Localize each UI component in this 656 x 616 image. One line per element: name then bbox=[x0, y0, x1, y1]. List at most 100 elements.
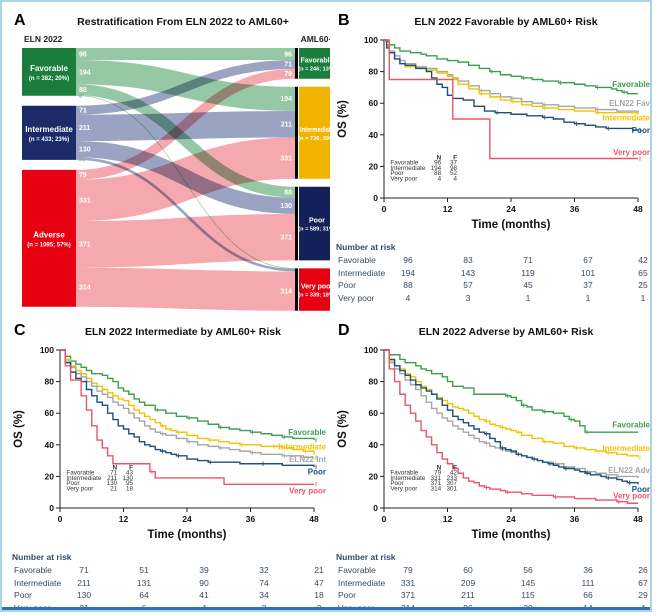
km-plot-c: 0 20 40 60 80 100 0 12 24 36 48 Time (months) OS (%)… bbox=[13, 345, 327, 541]
risk-caption: Number at risk bbox=[336, 552, 396, 562]
sankey-left-header: ELN 2022 bbox=[24, 34, 63, 44]
inset-row-n: 130 bbox=[107, 480, 118, 487]
risk-row: Intermediate 331 209 145 111 67 bbox=[336, 577, 650, 591]
sankey-node-right bbox=[299, 48, 330, 79]
risk-row-label: Poor bbox=[14, 590, 32, 601]
inset-header-n: N bbox=[437, 154, 442, 161]
km-plot-b: 0 20 40 60 80 100 0 12 24 36 48 Time (months) OS (%)… bbox=[337, 35, 650, 231]
flow-value-left: 4 bbox=[79, 94, 83, 100]
km-curve-favorable bbox=[384, 349, 638, 433]
inset-row-label: Poor bbox=[390, 170, 403, 177]
risk-row-label: Very poor bbox=[338, 602, 375, 612]
km-curve-very-poor bbox=[60, 349, 314, 485]
x-tick-label: 24 bbox=[182, 514, 192, 524]
node-name: Favorable bbox=[30, 64, 68, 73]
node-name: Intermediate bbox=[300, 127, 330, 134]
panel-letter-b: B bbox=[338, 12, 350, 29]
risk-row-label: Intermediate bbox=[14, 577, 62, 588]
y-tick-label: 60 bbox=[369, 408, 379, 418]
risk-value: 3 bbox=[465, 292, 471, 303]
panel-a-sankey: A Restratification From ELN 2022 to AML6… bbox=[8, 6, 330, 316]
risk-value: 32 bbox=[259, 565, 269, 575]
panel-letter-c: C bbox=[14, 322, 26, 339]
risk-value: 1 bbox=[585, 292, 591, 303]
risk-value: 74 bbox=[259, 577, 269, 588]
x-tick-label: 36 bbox=[570, 514, 580, 524]
curve-label: ELN22 Fav bbox=[609, 99, 650, 108]
sankey-flow bbox=[75, 60, 296, 115]
risk-value: 21 bbox=[79, 602, 89, 612]
risk-value: 67 bbox=[638, 577, 648, 588]
risk-value: 34 bbox=[259, 590, 269, 601]
inset-row-label: Very poor bbox=[390, 486, 417, 493]
inset-row-f: 307 bbox=[447, 480, 458, 487]
risk-caption: Number at risk bbox=[336, 242, 396, 252]
curve-label: Favorable bbox=[288, 428, 326, 437]
inset-row-label: Intermediate bbox=[390, 165, 425, 172]
risk-value: 115 bbox=[521, 590, 535, 601]
y-tick-label: 60 bbox=[45, 408, 55, 418]
curve-label: Intermediate bbox=[278, 442, 326, 451]
sankey-flow bbox=[75, 267, 296, 311]
x-tick-label: 0 bbox=[382, 514, 387, 524]
risk-value: 25 bbox=[638, 280, 648, 291]
x-tick-label: 48 bbox=[309, 514, 319, 524]
risk-value: 4 bbox=[640, 602, 646, 612]
flow-value-right: 96 bbox=[284, 51, 292, 58]
risk-row-label: Intermediate bbox=[338, 577, 386, 588]
sankey-right-header: AML60+ bbox=[301, 34, 330, 44]
risk-value: 41 bbox=[199, 590, 209, 601]
inset-row-n: 211 bbox=[107, 475, 118, 482]
node-sub: (n = 382; 20%) bbox=[29, 76, 69, 82]
risk-value: 39 bbox=[199, 565, 209, 575]
km-curve-very-poor bbox=[384, 39, 638, 160]
curve-label: Very poor bbox=[613, 148, 650, 157]
y-tick-label: 100 bbox=[364, 35, 378, 45]
x-tick-label: 0 bbox=[382, 204, 387, 214]
flow-value-right: 130 bbox=[280, 203, 292, 210]
inset-row-n: 194 bbox=[431, 165, 442, 172]
risk-value: 65 bbox=[638, 267, 648, 278]
y-tick-label: 100 bbox=[40, 345, 54, 355]
flow-value-left: 211 bbox=[79, 125, 90, 132]
inset-row-f: 42 bbox=[450, 470, 458, 477]
sankey-diagram: ELN 2022AML60+96961941948888471712112111… bbox=[22, 34, 330, 311]
node-sub: (n = 736; 39%) bbox=[298, 136, 330, 142]
sankey-flow bbox=[75, 214, 296, 268]
risk-row: Favorable 96 83 71 67 42 bbox=[336, 255, 650, 268]
sankey-flow bbox=[75, 137, 296, 222]
risk-value: 119 bbox=[521, 267, 535, 278]
curve-label: Poor bbox=[632, 126, 650, 135]
risk-value: 96 bbox=[403, 255, 413, 265]
sankey-node-bar bbox=[295, 268, 298, 311]
risk-value: 86 bbox=[463, 602, 473, 612]
km-curve-poor bbox=[384, 349, 639, 485]
risk-value: 42 bbox=[638, 255, 648, 265]
panel-c-title: ELN 2022 Intermediate by AML60+ Risk bbox=[85, 326, 281, 338]
risk-value: 194 bbox=[400, 267, 416, 278]
risk-value: 209 bbox=[460, 577, 476, 588]
inset-header-n: N bbox=[437, 464, 442, 471]
flow-value-left: 96 bbox=[79, 51, 87, 58]
risk-value: 3 bbox=[261, 602, 267, 612]
risk-row-label: Favorable bbox=[14, 565, 52, 575]
risk-value: 57 bbox=[463, 280, 473, 291]
y-axis-label: OS (%) bbox=[337, 410, 349, 448]
x-axis-label: Time (months) bbox=[147, 529, 226, 541]
risk-table-d: Number at risk Favorable 79 60 56 36 26 Interme… bbox=[336, 552, 650, 612]
risk-value: 211 bbox=[461, 590, 475, 601]
sankey-node-right bbox=[299, 186, 330, 261]
risk-table-b: Number at risk Favorable 96 83 71 67 42 Interme… bbox=[336, 242, 650, 305]
y-tick-label: 40 bbox=[369, 130, 379, 140]
flow-value-left: 71 bbox=[79, 107, 87, 114]
inset-row-label: Favorable bbox=[66, 470, 94, 477]
flow-value-left: 371 bbox=[79, 242, 91, 249]
x-axis-label: Time (months) bbox=[471, 529, 550, 541]
risk-value: 111 bbox=[581, 577, 595, 588]
x-tick-label: 24 bbox=[506, 514, 516, 524]
inset-row-n: 79 bbox=[434, 470, 442, 477]
risk-value: 145 bbox=[520, 577, 536, 588]
flow-value-right: 314 bbox=[280, 288, 292, 295]
inset-row-f: 18 bbox=[126, 486, 134, 493]
node-name: Adverse bbox=[33, 230, 65, 239]
